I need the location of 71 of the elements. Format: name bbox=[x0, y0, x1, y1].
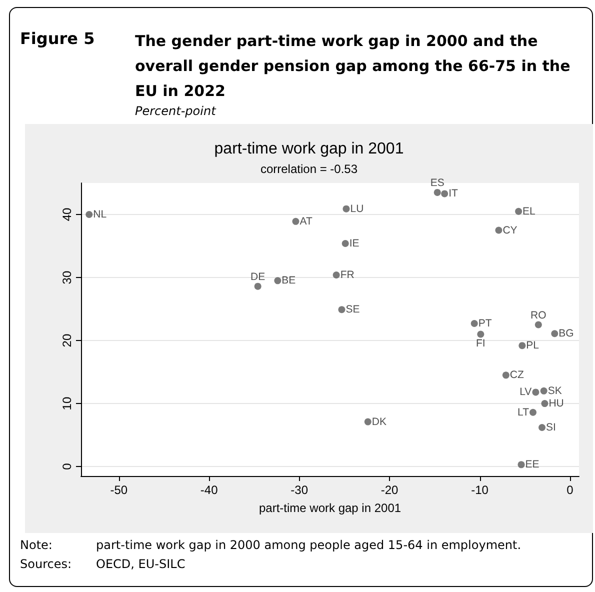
source-note: Sources: bbox=[20, 557, 72, 571]
annotation: LU bbox=[350, 202, 364, 215]
annotation: SI bbox=[546, 421, 556, 434]
point bbox=[342, 205, 350, 212]
annotation: LT bbox=[518, 406, 530, 418]
point bbox=[364, 418, 372, 426]
point bbox=[529, 408, 536, 416]
y-tick-label: 10 bbox=[60, 396, 74, 410]
text: part-time work gap in 2000 among people aged 15-64 in employment. bbox=[96, 538, 522, 552]
x-axis-title: part-time work gap in 2001 bbox=[258, 501, 402, 515]
x-tick-label: -40 bbox=[200, 483, 218, 497]
chart-subtitle: Percent-point bbox=[135, 104, 216, 118]
y-tick-label: 30 bbox=[60, 270, 74, 284]
x-tick-label: -30 bbox=[290, 483, 308, 497]
point bbox=[518, 461, 525, 468]
x-tick-label: -20 bbox=[380, 483, 399, 497]
point bbox=[441, 190, 448, 198]
annotation: RO bbox=[530, 309, 546, 322]
point bbox=[540, 387, 548, 394]
point bbox=[86, 211, 93, 218]
annotation: BE bbox=[282, 274, 296, 287]
annotation: CY bbox=[502, 224, 518, 236]
text: correlation = -0.53 bbox=[260, 162, 358, 176]
point bbox=[502, 372, 510, 379]
x-tick-label: -50 bbox=[110, 483, 128, 497]
annotation: NL bbox=[93, 208, 107, 221]
annotation: FR bbox=[340, 268, 355, 281]
x-tick-label: -10 bbox=[471, 483, 489, 497]
text: Note: bbox=[20, 538, 52, 552]
point bbox=[518, 342, 526, 350]
point bbox=[477, 330, 484, 338]
annotation: PL bbox=[526, 340, 540, 352]
point bbox=[534, 321, 542, 328]
annotation: LV bbox=[520, 386, 532, 398]
chart-title: The gender part-time work gap in 2000 and the overall gender pension gap among the 66-75 in the EU in 2022 bbox=[135, 31, 572, 102]
point bbox=[541, 400, 548, 408]
point bbox=[338, 306, 346, 314]
annotation: ES bbox=[430, 176, 444, 189]
annotation: EL bbox=[522, 205, 536, 218]
annotation: CZ bbox=[510, 369, 525, 382]
text: OECD, EU-SILC bbox=[96, 557, 186, 571]
point bbox=[342, 240, 349, 247]
point bbox=[532, 388, 540, 396]
annotation: AT bbox=[300, 215, 313, 228]
annotation: IE bbox=[349, 237, 360, 250]
annotation: DE bbox=[250, 270, 266, 283]
text: part-time work gap in 2001 bbox=[214, 140, 404, 158]
caption: Figure 5 bbox=[20, 29, 95, 48]
annotation: SK bbox=[548, 384, 562, 397]
annotation: HU bbox=[548, 398, 564, 410]
point bbox=[551, 330, 558, 338]
point bbox=[538, 424, 546, 431]
y-tick-label: 20 bbox=[60, 334, 74, 348]
annotation: BG bbox=[558, 328, 574, 340]
annotation: EE bbox=[525, 458, 540, 471]
point bbox=[292, 218, 300, 225]
point bbox=[434, 188, 441, 196]
point bbox=[470, 320, 478, 328]
y-tick-label: 40 bbox=[60, 208, 74, 222]
point bbox=[515, 208, 522, 215]
point bbox=[495, 226, 502, 234]
point bbox=[254, 282, 262, 290]
point bbox=[332, 271, 340, 278]
annotation: DK bbox=[372, 416, 386, 428]
x-tick-label: 0 bbox=[566, 483, 574, 497]
annotation: PT bbox=[478, 318, 492, 330]
annotation: SE bbox=[346, 304, 360, 316]
y-tick-label: 0 bbox=[60, 462, 74, 470]
annotation: FI bbox=[476, 338, 486, 350]
annotation: IT bbox=[448, 188, 458, 200]
point bbox=[274, 277, 282, 284]
